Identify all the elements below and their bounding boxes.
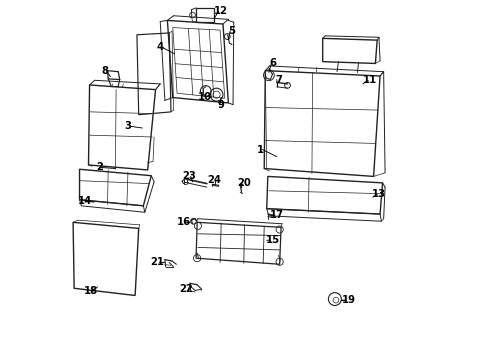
Text: 5: 5 <box>228 26 235 36</box>
Text: 6: 6 <box>269 58 276 68</box>
Text: 17: 17 <box>269 210 283 220</box>
Text: 11: 11 <box>362 75 376 85</box>
Text: 2: 2 <box>96 162 102 172</box>
Text: 1: 1 <box>257 144 264 154</box>
Text: 3: 3 <box>124 121 131 131</box>
Text: 13: 13 <box>371 189 385 199</box>
Text: 18: 18 <box>84 286 98 296</box>
Text: 22: 22 <box>179 284 193 294</box>
Text: 16: 16 <box>176 217 190 227</box>
Text: 8: 8 <box>101 66 108 76</box>
Text: 21: 21 <box>150 257 164 267</box>
Text: 4: 4 <box>156 42 163 52</box>
Text: 12: 12 <box>213 6 227 17</box>
Text: 19: 19 <box>341 295 355 305</box>
Text: 15: 15 <box>265 235 279 245</box>
Text: 20: 20 <box>236 178 250 188</box>
Text: 10: 10 <box>198 92 212 102</box>
Text: 14: 14 <box>78 196 92 206</box>
Text: 24: 24 <box>206 175 221 185</box>
Text: 7: 7 <box>275 75 282 85</box>
Text: 9: 9 <box>217 100 224 110</box>
Text: 23: 23 <box>182 171 195 181</box>
